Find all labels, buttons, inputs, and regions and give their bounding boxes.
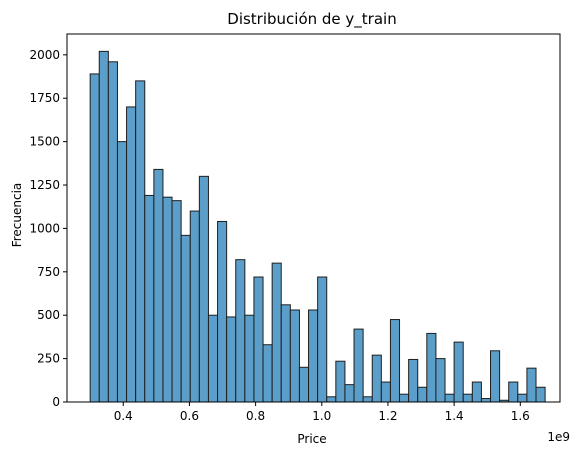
histogram-bar xyxy=(126,106,137,403)
histogram-bar xyxy=(344,384,355,403)
y-tick-label: 1500 xyxy=(29,135,60,149)
y-axis-ticks: 0 250 500 750 1000 1250 1500 1750 2000 xyxy=(29,48,67,409)
y-tick-label: 500 xyxy=(37,308,60,322)
histogram-bar xyxy=(508,381,519,403)
x-tick-label: 0.8 xyxy=(246,409,265,423)
x-tick-label: 0.4 xyxy=(114,409,133,423)
histogram-bar xyxy=(444,393,455,403)
y-tick-label: 0 xyxy=(52,395,60,409)
y-tick-label: 2000 xyxy=(29,48,60,62)
x-tick-label: 1.4 xyxy=(445,409,464,423)
y-tick-label: 750 xyxy=(37,265,60,279)
histogram-bar xyxy=(353,328,364,403)
histogram-bar xyxy=(298,366,310,403)
histogram-bar xyxy=(135,80,146,403)
histogram-bar xyxy=(526,367,537,403)
histogram-bar xyxy=(371,354,382,403)
y-tick-label: 1000 xyxy=(29,221,60,235)
histogram-bar xyxy=(462,393,473,403)
axes-frame xyxy=(66,33,561,403)
histogram-bar xyxy=(389,319,401,403)
histogram-bar xyxy=(217,220,228,403)
histogram-bar xyxy=(253,276,264,403)
histogram-bar xyxy=(308,309,319,403)
histogram-bar xyxy=(280,304,291,403)
bars-group xyxy=(89,50,546,403)
histogram-bar xyxy=(207,314,219,403)
histogram-bar xyxy=(317,276,328,403)
histogram-bar xyxy=(335,360,346,403)
x-axis-label: Price xyxy=(297,432,326,446)
histogram-bar xyxy=(144,194,155,403)
histogram-bar xyxy=(180,234,191,403)
histogram-bar xyxy=(98,50,109,403)
histogram-bar xyxy=(490,350,501,403)
histogram-bar xyxy=(226,316,237,403)
histogram-bar xyxy=(408,358,419,403)
histogram-bar xyxy=(480,398,492,403)
histogram-bar xyxy=(435,358,446,403)
y-tick-label: 1750 xyxy=(29,91,60,105)
histogram-bar xyxy=(362,396,373,403)
chart-title: Distribución de y_train xyxy=(227,10,396,29)
histogram-bar xyxy=(189,210,200,403)
x-tick-label: 0.6 xyxy=(180,409,199,423)
histogram-bar xyxy=(453,341,464,403)
histogram-bar xyxy=(399,393,410,403)
y-tick-label: 250 xyxy=(37,352,60,366)
y-tick-label: 1250 xyxy=(29,178,60,192)
y-axis-label: Frecuencia xyxy=(10,183,24,248)
histogram-bar xyxy=(289,309,300,403)
histogram-bar xyxy=(244,314,255,403)
histogram-bar xyxy=(171,200,182,403)
histogram-bar xyxy=(153,168,164,403)
histogram-bar xyxy=(235,259,246,403)
x-axis-ticks: 0.4 0.6 0.8 1.0 1.2 1.4 1.6 xyxy=(114,402,530,423)
histogram-bar xyxy=(271,262,282,403)
histogram-bar xyxy=(198,175,209,403)
x-tick-label: 1.2 xyxy=(378,409,397,423)
histogram-bar xyxy=(535,386,546,403)
histogram-bar xyxy=(116,141,128,403)
x-tick-label: 1.0 xyxy=(312,409,331,423)
histogram-bar xyxy=(262,344,273,403)
histogram-bar xyxy=(471,381,482,403)
histogram-bar xyxy=(426,332,437,403)
histogram-bar xyxy=(380,381,391,403)
histogram-bar xyxy=(89,73,100,403)
x-axis-offset-text: 1e9 xyxy=(547,430,570,444)
histogram-bar xyxy=(162,196,173,403)
histogram-bar xyxy=(417,386,428,403)
histogram-bar xyxy=(107,61,118,403)
x-tick-label: 1.6 xyxy=(511,409,530,423)
histogram-bar xyxy=(326,396,337,403)
histogram-bar xyxy=(517,393,528,403)
